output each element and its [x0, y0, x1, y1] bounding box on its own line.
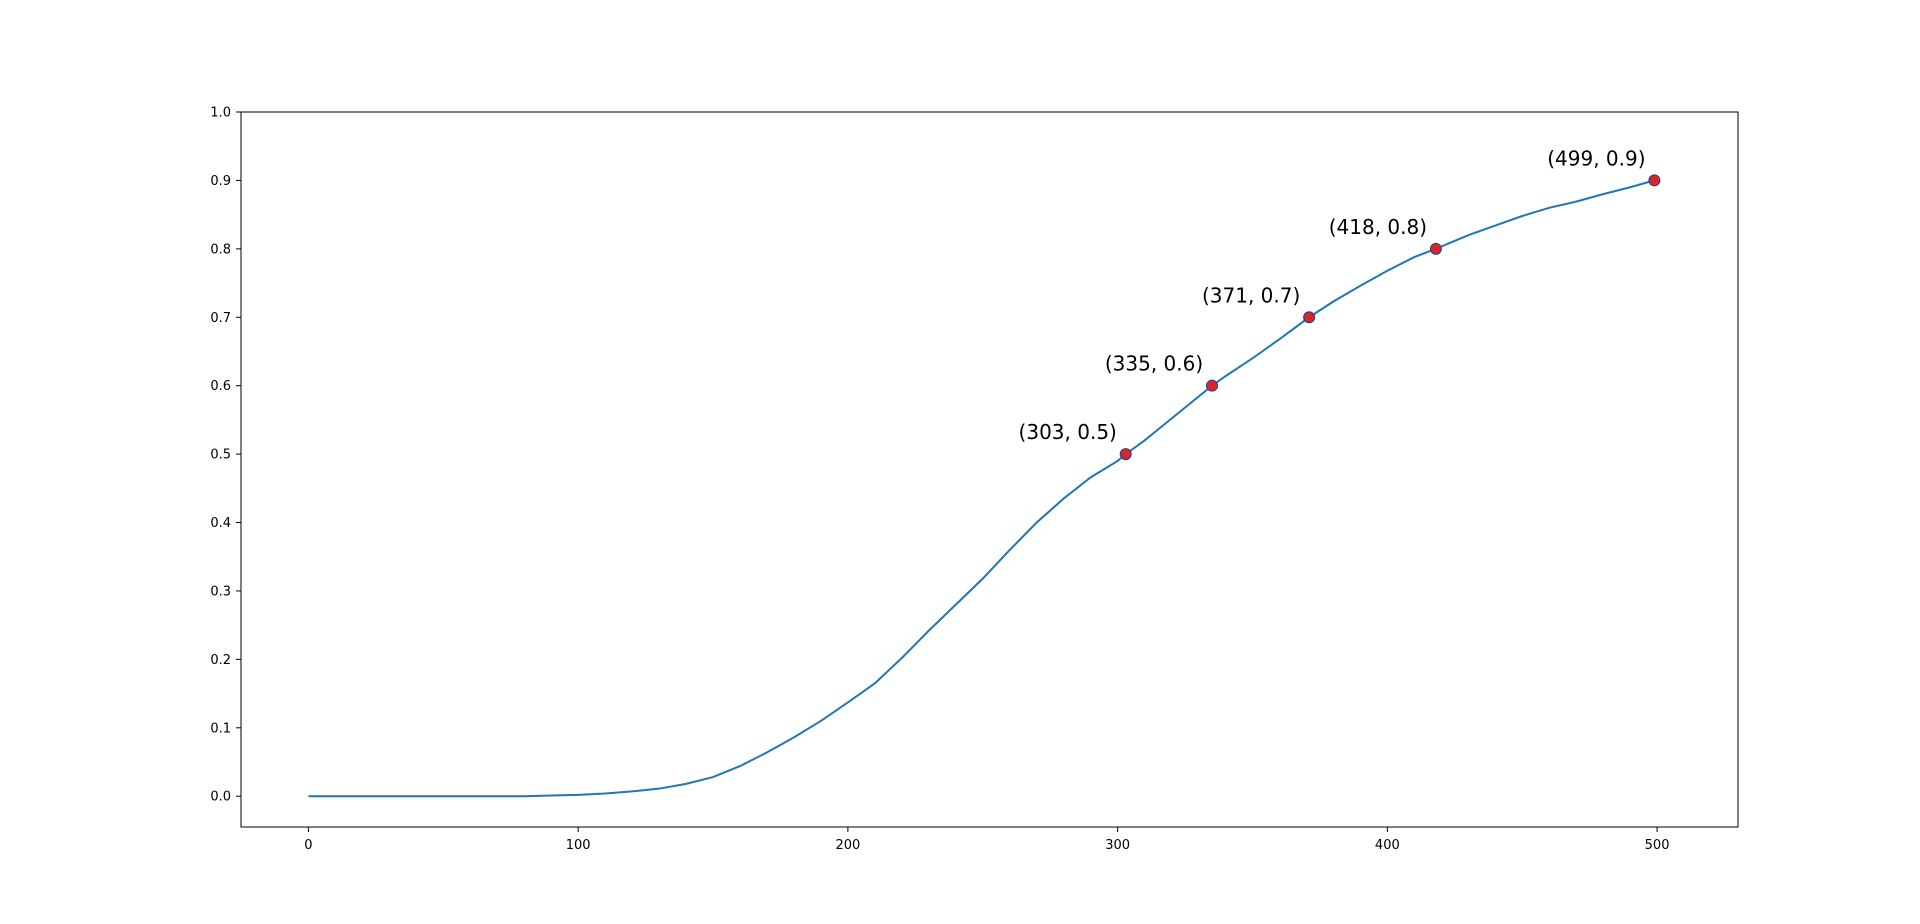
y-tick-label: 0.0 [210, 790, 231, 805]
annotation-marker [1429, 242, 1442, 255]
x-tick-label: 400 [1375, 838, 1400, 853]
y-tick-label: 0.7 [210, 311, 231, 326]
y-tick-label: 0.9 [210, 174, 231, 189]
annotation-label: (418, 0.8) [1329, 215, 1427, 239]
y-tick-label: 0.2 [210, 653, 231, 668]
x-tick-label: 0 [304, 838, 312, 853]
series-line [308, 179, 1655, 798]
annotation-marker [1303, 311, 1316, 324]
y-tick-label: 0.4 [210, 516, 231, 531]
y-tick-label: 0.5 [210, 448, 231, 463]
x-tick-label: 300 [1105, 838, 1130, 853]
plot-area-frame [240, 111, 1739, 828]
annotation-label: (371, 0.7) [1202, 283, 1300, 307]
annotation-marker [1648, 174, 1661, 187]
annotation-marker [1119, 448, 1132, 461]
annotation-labels: (303, 0.5) (335, 0.6) (371, 0.7) (418, 0.8)… [1019, 146, 1646, 444]
annotation-marker [1206, 379, 1219, 392]
x-tick-label: 100 [566, 838, 591, 853]
y-tick-label: 0.6 [210, 379, 231, 394]
y-tick-label: 1.0 [210, 106, 231, 121]
annotation-label: (303, 0.5) [1019, 420, 1117, 444]
x-tick-label: 500 [1645, 838, 1670, 853]
y-tick-label: 0.3 [210, 584, 231, 599]
y-tick-label: 0.8 [210, 242, 231, 257]
annotation-markers [1119, 174, 1661, 461]
annotation-label: (499, 0.9) [1547, 146, 1645, 170]
annotation-label: (335, 0.6) [1105, 352, 1203, 376]
y-tick-label: 0.1 [210, 721, 231, 736]
x-tick-label: 200 [835, 838, 860, 853]
x-axis-ticks: 0 100 200 300 400 500 [304, 827, 1669, 853]
y-axis-ticks: 0.0 0.1 0.2 0.3 0.4 0.5 0.6 0.7 0.8 0.9 1.0 [210, 106, 241, 805]
